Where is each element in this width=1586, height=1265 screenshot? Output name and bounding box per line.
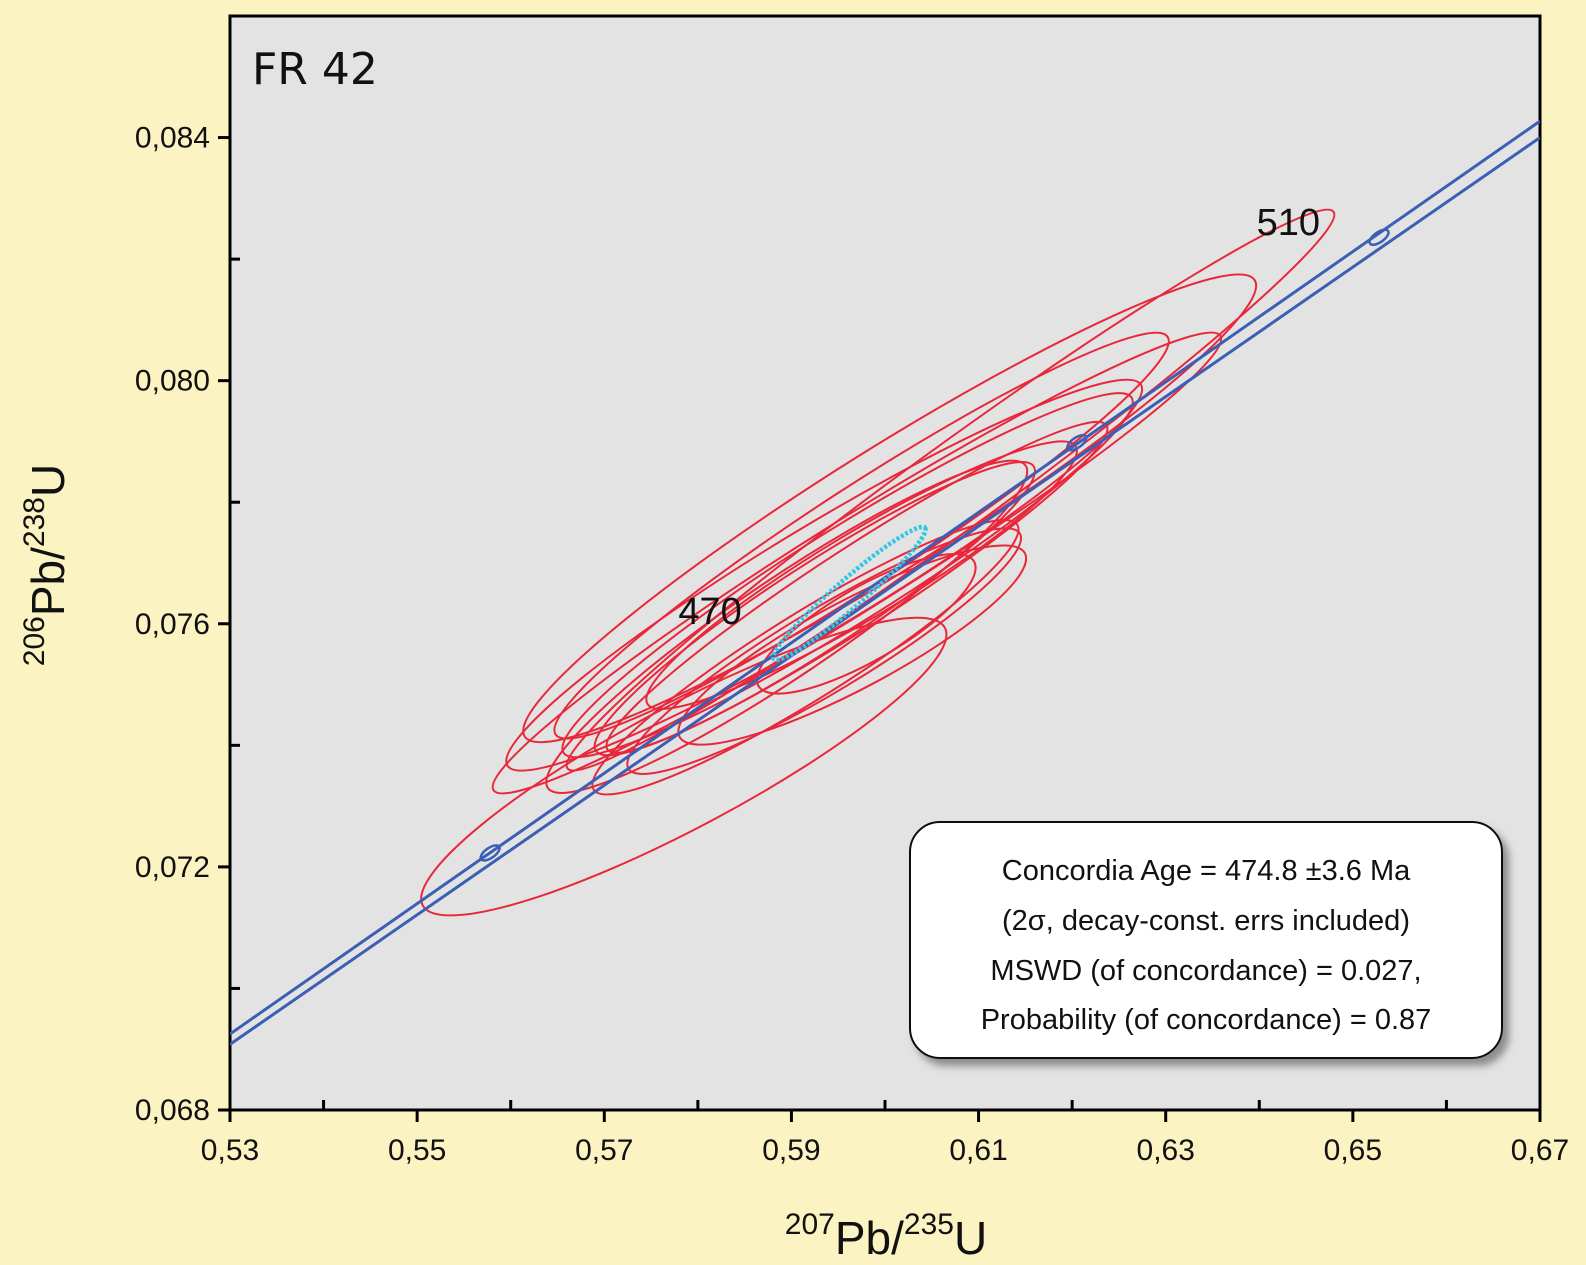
- y-axis-title-mass2: 238: [18, 497, 51, 547]
- y-axis-title-element2: U: [22, 464, 74, 497]
- error-ellipse-4: [561, 392, 1134, 759]
- panel-label: FR 42: [252, 44, 378, 95]
- y-tick-label-1: 0,068: [135, 1094, 210, 1127]
- error-ellipse-5: [545, 459, 1029, 794]
- x-tick-label-7: 0,65: [1324, 1134, 1382, 1167]
- x-axis-title-element2: U: [954, 1212, 987, 1264]
- axes-layer: 0,53 0,55 0,57 0,59 0,61 0,63 0,65 0,67 0,068 0,0…: [135, 122, 1569, 1167]
- result-box: Concordia Age = 474.8 ±3.6 Ma (2σ, decay…: [909, 821, 1503, 1059]
- error-ellipse-9: [677, 544, 1028, 746]
- x-axis-title: 207Pb/235U: [785, 1208, 987, 1264]
- result-box-frame: [909, 821, 1503, 1059]
- plot-layer: 470 510: [230, 119, 1540, 1046]
- concordia-age-marker-3: [1368, 228, 1390, 247]
- error-ellipse-7: [591, 518, 1020, 796]
- error-ellipse-3: [505, 378, 1144, 772]
- y-tick-label-4: 0,080: [135, 365, 210, 398]
- y-axis-title-mass1: 206: [18, 616, 51, 666]
- concordia-age-marker-1: [479, 844, 501, 862]
- y-axis-title: 206Pb/238U: [18, 464, 74, 666]
- concordia-age-ellipse: [771, 524, 928, 663]
- x-tick-label-3: 0,57: [575, 1134, 633, 1167]
- x-tick-label-4: 0,59: [762, 1134, 820, 1167]
- concordia-age-marker-2: [1066, 433, 1088, 452]
- result-box-line-1: Concordia Age = 474.8 ±3.6 Ma: [1002, 855, 1411, 887]
- x-axis-title-mass2: 235: [904, 1208, 954, 1241]
- y-axis-title-element: Pb/: [22, 547, 74, 616]
- x-tick-label-5: 0,61: [949, 1134, 1007, 1167]
- result-box-line-4: Probability (of concordance) = 0.87: [981, 1004, 1432, 1036]
- error-ellipse-15: [420, 616, 948, 917]
- x-tick-label-8: 0,67: [1511, 1134, 1569, 1167]
- error-ellipse-6: [593, 460, 1036, 757]
- error-ellipse-12: [522, 273, 1258, 744]
- concordia-band-lower: [230, 136, 1540, 1046]
- result-box-line-2: (2σ, decay-const. errs included): [1002, 905, 1410, 937]
- y-tick-label-3: 0,076: [135, 608, 210, 641]
- concordia-age-label-1: 470: [678, 591, 741, 633]
- error-ellipse-13: [605, 420, 1109, 754]
- x-tick-label-1: 0,53: [201, 1134, 259, 1167]
- x-tick-label-2: 0,55: [388, 1134, 446, 1167]
- x-axis-title-element: Pb/: [835, 1212, 904, 1264]
- x-tick-label-6: 0,63: [1137, 1134, 1195, 1167]
- y-tick-label-2: 0,072: [135, 851, 210, 884]
- y-tick-label-5: 0,084: [135, 122, 210, 155]
- result-box-line-3: MSWD (of concordance) = 0.027,: [990, 955, 1421, 987]
- x-axis-title-mass1: 207: [785, 1208, 835, 1241]
- concordia-age-label-2: 510: [1257, 202, 1320, 244]
- error-ellipse-10: [755, 552, 977, 695]
